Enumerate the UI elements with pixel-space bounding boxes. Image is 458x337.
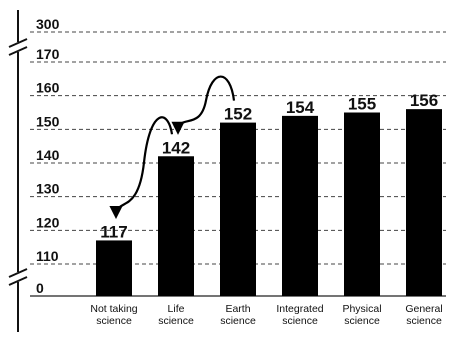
y-tick-label-300: 300: [36, 16, 60, 32]
comparison-arrows: [109, 75, 236, 220]
y-axis: [8, 10, 28, 332]
category-label-5-1: science: [406, 315, 442, 327]
y-tick-label-110: 110: [36, 248, 59, 264]
category-label-2-0: Earth: [225, 303, 250, 315]
bars: [96, 109, 442, 296]
y-tick-label-130: 130: [36, 181, 60, 197]
category-label-2-1: science: [220, 315, 256, 327]
bar-3: [282, 115, 318, 296]
axis-break-mark: [8, 38, 28, 48]
data-label-4: 155: [348, 95, 376, 114]
arrow-1: [171, 75, 236, 135]
data-label-0: 117: [100, 222, 127, 241]
y-tick-label-170: 170: [36, 46, 60, 62]
category-label-3-1: science: [282, 315, 318, 327]
data-labels: 117 142 152 154 155 156: [100, 91, 438, 241]
axis-break-mark: [8, 276, 28, 286]
category-label-0-0: Not taking: [90, 303, 137, 315]
bar-0: [96, 240, 132, 296]
category-label-3-0: Integrated: [276, 303, 323, 315]
bar-5: [406, 109, 442, 296]
data-label-2: 152: [224, 105, 252, 124]
y-tick-label-150: 150: [36, 113, 60, 129]
category-label-1-0: Life: [168, 303, 185, 315]
y-tick-label-120: 120: [36, 214, 60, 230]
category-label-5-0: General: [405, 303, 442, 315]
data-label-1: 142: [162, 138, 190, 157]
bar-4: [344, 112, 380, 296]
category-label-0-1: science: [96, 315, 132, 327]
y-tick-labels: 0 110 120 130 140 150 160 170 300: [36, 16, 60, 296]
category-label-4-1: science: [344, 315, 380, 327]
bar-2: [220, 122, 256, 296]
data-label-3: 154: [286, 98, 315, 117]
category-labels: Not takingscienceLifescienceEarthscience…: [90, 303, 442, 327]
bar-1: [158, 156, 194, 296]
y-tick-label-140: 140: [36, 147, 60, 163]
category-label-4-0: Physical: [342, 303, 381, 315]
category-label-1-1: science: [158, 315, 194, 327]
axis-break-mark: [8, 46, 28, 56]
axis-break-mark: [8, 268, 28, 278]
arrow-0: [109, 116, 174, 220]
y-tick-label-0: 0: [36, 280, 44, 296]
y-tick-label-160: 160: [36, 80, 60, 96]
data-label-5: 156: [410, 91, 438, 110]
